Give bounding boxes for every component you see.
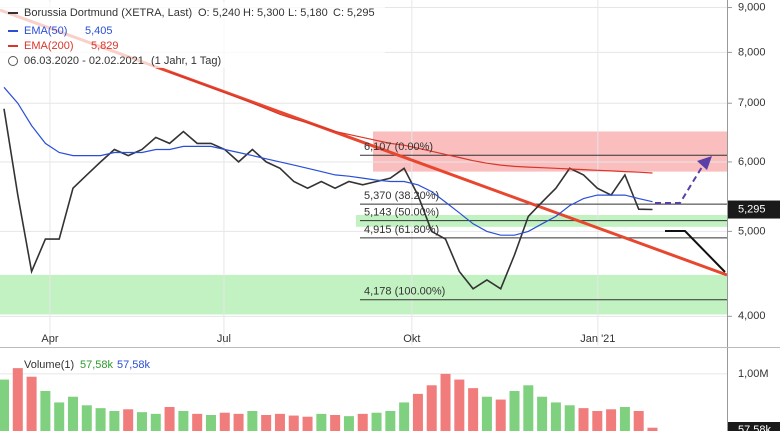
volume-bar (371, 412, 382, 431)
y-tick-label: 7,000 (738, 97, 766, 109)
volume-bar (647, 427, 658, 431)
volume-bar (247, 411, 258, 431)
volume-bar (54, 402, 65, 431)
legend-value: 5,829 (91, 40, 119, 52)
volume-bar (81, 405, 92, 431)
volume-bar (0, 379, 10, 431)
y-tick-label: 8,000 (738, 46, 766, 58)
zone (0, 274, 727, 315)
ema-line (169, 71, 653, 174)
ohlc-value: L: 5,180 (288, 7, 328, 19)
price-tag-label: 5,295 (738, 203, 766, 215)
volume-bar (468, 388, 479, 431)
volume-bar (67, 396, 78, 431)
x-tick-label: Jan '21 (580, 333, 615, 345)
period: 06.03.2020 - 02.02.2021 (24, 55, 144, 67)
volume-bar (219, 412, 230, 431)
clock-icon (8, 56, 18, 66)
volume-bar (205, 415, 216, 431)
volume-bar (606, 409, 617, 431)
y-tick-label: 4,000 (738, 310, 766, 322)
volume-value: 57,58k (117, 359, 151, 371)
volume-bar (399, 402, 410, 431)
ohlc-value: C: 5,295 (333, 7, 375, 19)
y-tick-label: 6,000 (738, 156, 766, 168)
y-tick-label: 1,00M (738, 368, 769, 380)
arrow-path (665, 230, 726, 273)
volume-bar (261, 415, 272, 431)
volume-bar (633, 411, 644, 431)
volume-bar (495, 399, 506, 431)
price-line (3, 108, 653, 290)
volume-bar (440, 373, 451, 431)
volume-bar (109, 411, 120, 431)
volume-bar (316, 413, 327, 431)
volume-bar (426, 385, 437, 431)
legend-bg (0, 2, 385, 68)
arrow-head (697, 156, 712, 170)
volume-bar (123, 409, 134, 431)
volume-bar (481, 396, 492, 431)
volume-bar (330, 415, 341, 431)
price-tag (728, 200, 780, 219)
legend-value: 5,405 (85, 25, 113, 37)
fib-label: 5,143 (50.00%) (364, 207, 439, 219)
legend-entry: EMA(200) (24, 40, 74, 52)
x-tick-label: Jul (217, 333, 231, 345)
fib-label: 5,370 (38.20%) (364, 190, 439, 202)
volume-bar (288, 415, 299, 431)
ema-line (3, 86, 653, 236)
volume-title: Volume(1) (24, 359, 74, 371)
volume-bar (150, 413, 161, 431)
fib-label: 6,107 (0.00%) (364, 141, 433, 153)
ohlc-value: O: 5,240 (198, 7, 240, 19)
volume-bar (592, 411, 603, 431)
volume-bar (178, 411, 189, 431)
arrow-path (655, 161, 706, 204)
volume-bar (12, 368, 23, 431)
volume-bar (619, 407, 630, 431)
volume-bar (164, 407, 175, 431)
x-tick-label: Apr (41, 333, 58, 345)
volume-bar (274, 413, 285, 431)
volume-bar (302, 416, 313, 431)
legend-title: Borussia Dortmund (XETRA, Last) (24, 7, 192, 19)
volume-tag-label: 57,58k (738, 424, 772, 431)
volume-bar (564, 405, 575, 431)
volume-bar (537, 396, 548, 431)
volume-bar (357, 413, 368, 431)
volume-bar (523, 385, 534, 431)
volume-bar (509, 391, 520, 431)
volume-tag (728, 422, 780, 431)
volume-bar (26, 376, 37, 431)
volume-bar (192, 413, 203, 431)
volume-bar (40, 391, 51, 431)
fib-label: 4,915 (61.80%) (364, 224, 439, 236)
x-tick-label: Okt (403, 333, 420, 345)
interval: (1 Jahr, 1 Tag) (151, 55, 221, 67)
y-tick-label: 5,000 (738, 225, 766, 237)
volume-bar (136, 412, 147, 431)
y-tick-label: 9,000 (738, 1, 766, 13)
volume-bar (550, 402, 561, 431)
volume-bar (578, 408, 589, 431)
volume-bar (343, 416, 354, 431)
legend-entry: EMA(50) (24, 25, 67, 37)
volume-bar (233, 413, 244, 431)
volume-bar (412, 393, 423, 431)
volume-bar (385, 411, 396, 431)
volume-value: 57,58k (80, 359, 114, 371)
volume-bar (454, 379, 465, 431)
volume-bar (95, 408, 106, 431)
ohlc-value: H: 5,300 (243, 7, 285, 19)
fib-label: 4,178 (100.00%) (364, 286, 445, 298)
